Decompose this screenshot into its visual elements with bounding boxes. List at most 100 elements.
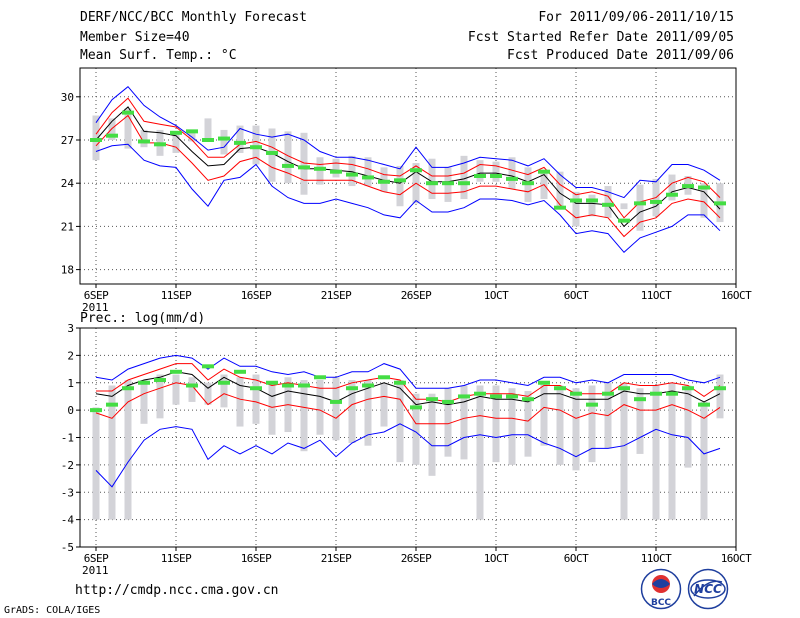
forecast-marker bbox=[554, 386, 566, 391]
spread-box bbox=[348, 380, 356, 443]
forecast-period: For 2011/09/06-2011/10/15 bbox=[538, 10, 734, 25]
forecast-marker bbox=[266, 380, 278, 385]
bcc-logo-text: BCC bbox=[651, 598, 671, 608]
panel-temperature: 18 21 24 27 30 6SEP 11SEP 16SEP 21SEP 26SEP 1OCT 6O… bbox=[61, 67, 753, 314]
chart-title: DERF/NCC/BCC Monthly Forecast bbox=[80, 10, 307, 25]
forecast-marker bbox=[330, 399, 342, 404]
forecast-marker bbox=[122, 110, 134, 115]
forecast-marker bbox=[218, 380, 230, 385]
y-tick-label: -2 bbox=[61, 459, 74, 472]
spread-box bbox=[652, 385, 660, 520]
forecast-marker bbox=[586, 198, 598, 203]
y-tick-label: 24 bbox=[61, 177, 75, 190]
spread-box bbox=[156, 374, 164, 419]
spread-box bbox=[444, 388, 452, 457]
y-tick-label: -1 bbox=[61, 432, 74, 445]
forecast-marker bbox=[714, 386, 726, 391]
forecast-started-date: Fcst Started Refer Date 2011/09/05 bbox=[467, 30, 734, 45]
y-tick-label: -5 bbox=[61, 541, 74, 554]
forecast-marker bbox=[394, 380, 406, 385]
forecast-marker bbox=[346, 386, 358, 391]
y-tick-label: 18 bbox=[61, 264, 74, 277]
spread-box bbox=[92, 115, 100, 161]
forecast-marker bbox=[538, 169, 550, 174]
forecast-marker bbox=[474, 174, 486, 178]
spread-box bbox=[332, 377, 340, 441]
spread-box bbox=[204, 382, 212, 405]
spread-box bbox=[540, 382, 548, 446]
x-tick-label: 16OCT bbox=[721, 289, 752, 302]
forecast-marker bbox=[106, 133, 118, 138]
forecast-marker bbox=[170, 369, 182, 374]
forecast-marker bbox=[202, 364, 214, 369]
variable-label: Mean Surf. Temp.: °C bbox=[80, 48, 237, 63]
series-max-line bbox=[95, 86, 721, 199]
forecast-marker bbox=[618, 218, 630, 223]
spread-box bbox=[476, 160, 484, 182]
spread-box bbox=[556, 385, 564, 465]
panel-precipitation: -5 -4 -3 -2 -1 0 1 2 3 6SEP 11SEP 16SEP 21SEP 26SEP 1O… bbox=[61, 322, 753, 577]
forecast-marker bbox=[714, 201, 726, 206]
spread-box bbox=[124, 108, 132, 149]
spread-box bbox=[412, 393, 420, 465]
spread-box bbox=[348, 155, 356, 187]
x-tick-label: 21SEP bbox=[321, 552, 352, 565]
series-lower-line bbox=[95, 114, 721, 238]
x-tick-label: 11SEP bbox=[161, 552, 192, 565]
spread-box bbox=[588, 385, 596, 463]
spread-box bbox=[668, 382, 676, 520]
forecast-marker bbox=[154, 378, 166, 383]
forecast-marker bbox=[522, 397, 534, 402]
forecast-marker bbox=[330, 169, 342, 174]
forecast-marker bbox=[698, 402, 710, 407]
x-year-label: 2011 bbox=[82, 564, 109, 577]
forecast-marker bbox=[122, 386, 134, 391]
spread-box bbox=[92, 407, 100, 520]
x-tick-label: 6SEP bbox=[84, 289, 109, 302]
forecast-marker bbox=[570, 198, 582, 203]
spread-box bbox=[572, 388, 580, 471]
spread-box bbox=[428, 158, 436, 200]
spread-box bbox=[604, 186, 612, 218]
forecast-marker bbox=[666, 192, 678, 197]
forecast-marker bbox=[682, 184, 694, 189]
forecast-marker bbox=[346, 172, 358, 177]
spread-box bbox=[300, 132, 308, 195]
forecast-marker bbox=[154, 142, 166, 147]
spread-box bbox=[556, 171, 564, 207]
forecast-marker bbox=[362, 383, 374, 388]
forecast-marker bbox=[602, 202, 614, 207]
spread-box bbox=[316, 380, 324, 435]
source-url[interactable]: http://cmdp.ncc.cma.gov.cn bbox=[75, 583, 279, 598]
forecast-marker bbox=[570, 391, 582, 396]
spread-box bbox=[284, 131, 292, 184]
spread-box bbox=[268, 128, 276, 182]
spread-box bbox=[700, 183, 708, 218]
spread-box bbox=[252, 374, 260, 424]
forecast-marker bbox=[634, 397, 646, 402]
y-tick-label: 21 bbox=[61, 220, 74, 233]
forecast-marker bbox=[650, 199, 662, 204]
x-year-label: 2011 bbox=[82, 301, 109, 314]
spread-box bbox=[396, 380, 404, 463]
spread-box bbox=[236, 377, 244, 427]
x-tick-label: 16OCT bbox=[721, 552, 752, 565]
member-size: Member Size=40 bbox=[80, 30, 190, 45]
forecast-marker bbox=[490, 394, 502, 399]
ncc-logo: NCC bbox=[687, 568, 729, 610]
y-tick-label: 30 bbox=[61, 91, 74, 104]
spread-box bbox=[620, 382, 628, 520]
precip-panel-title: Prec.: log(mm/d) bbox=[80, 311, 206, 326]
spread-box bbox=[220, 129, 228, 155]
forecast-marker bbox=[106, 402, 118, 407]
forecast-marker bbox=[282, 163, 294, 168]
forecast-marker bbox=[170, 130, 182, 135]
series-mean-line bbox=[95, 106, 721, 228]
forecast-marker bbox=[138, 139, 150, 144]
spread-box bbox=[364, 380, 372, 446]
forecast-marker bbox=[634, 201, 646, 206]
spread-box bbox=[188, 131, 196, 142]
forecast-marker bbox=[282, 383, 294, 388]
x-tick-label: 16SEP bbox=[241, 289, 272, 302]
